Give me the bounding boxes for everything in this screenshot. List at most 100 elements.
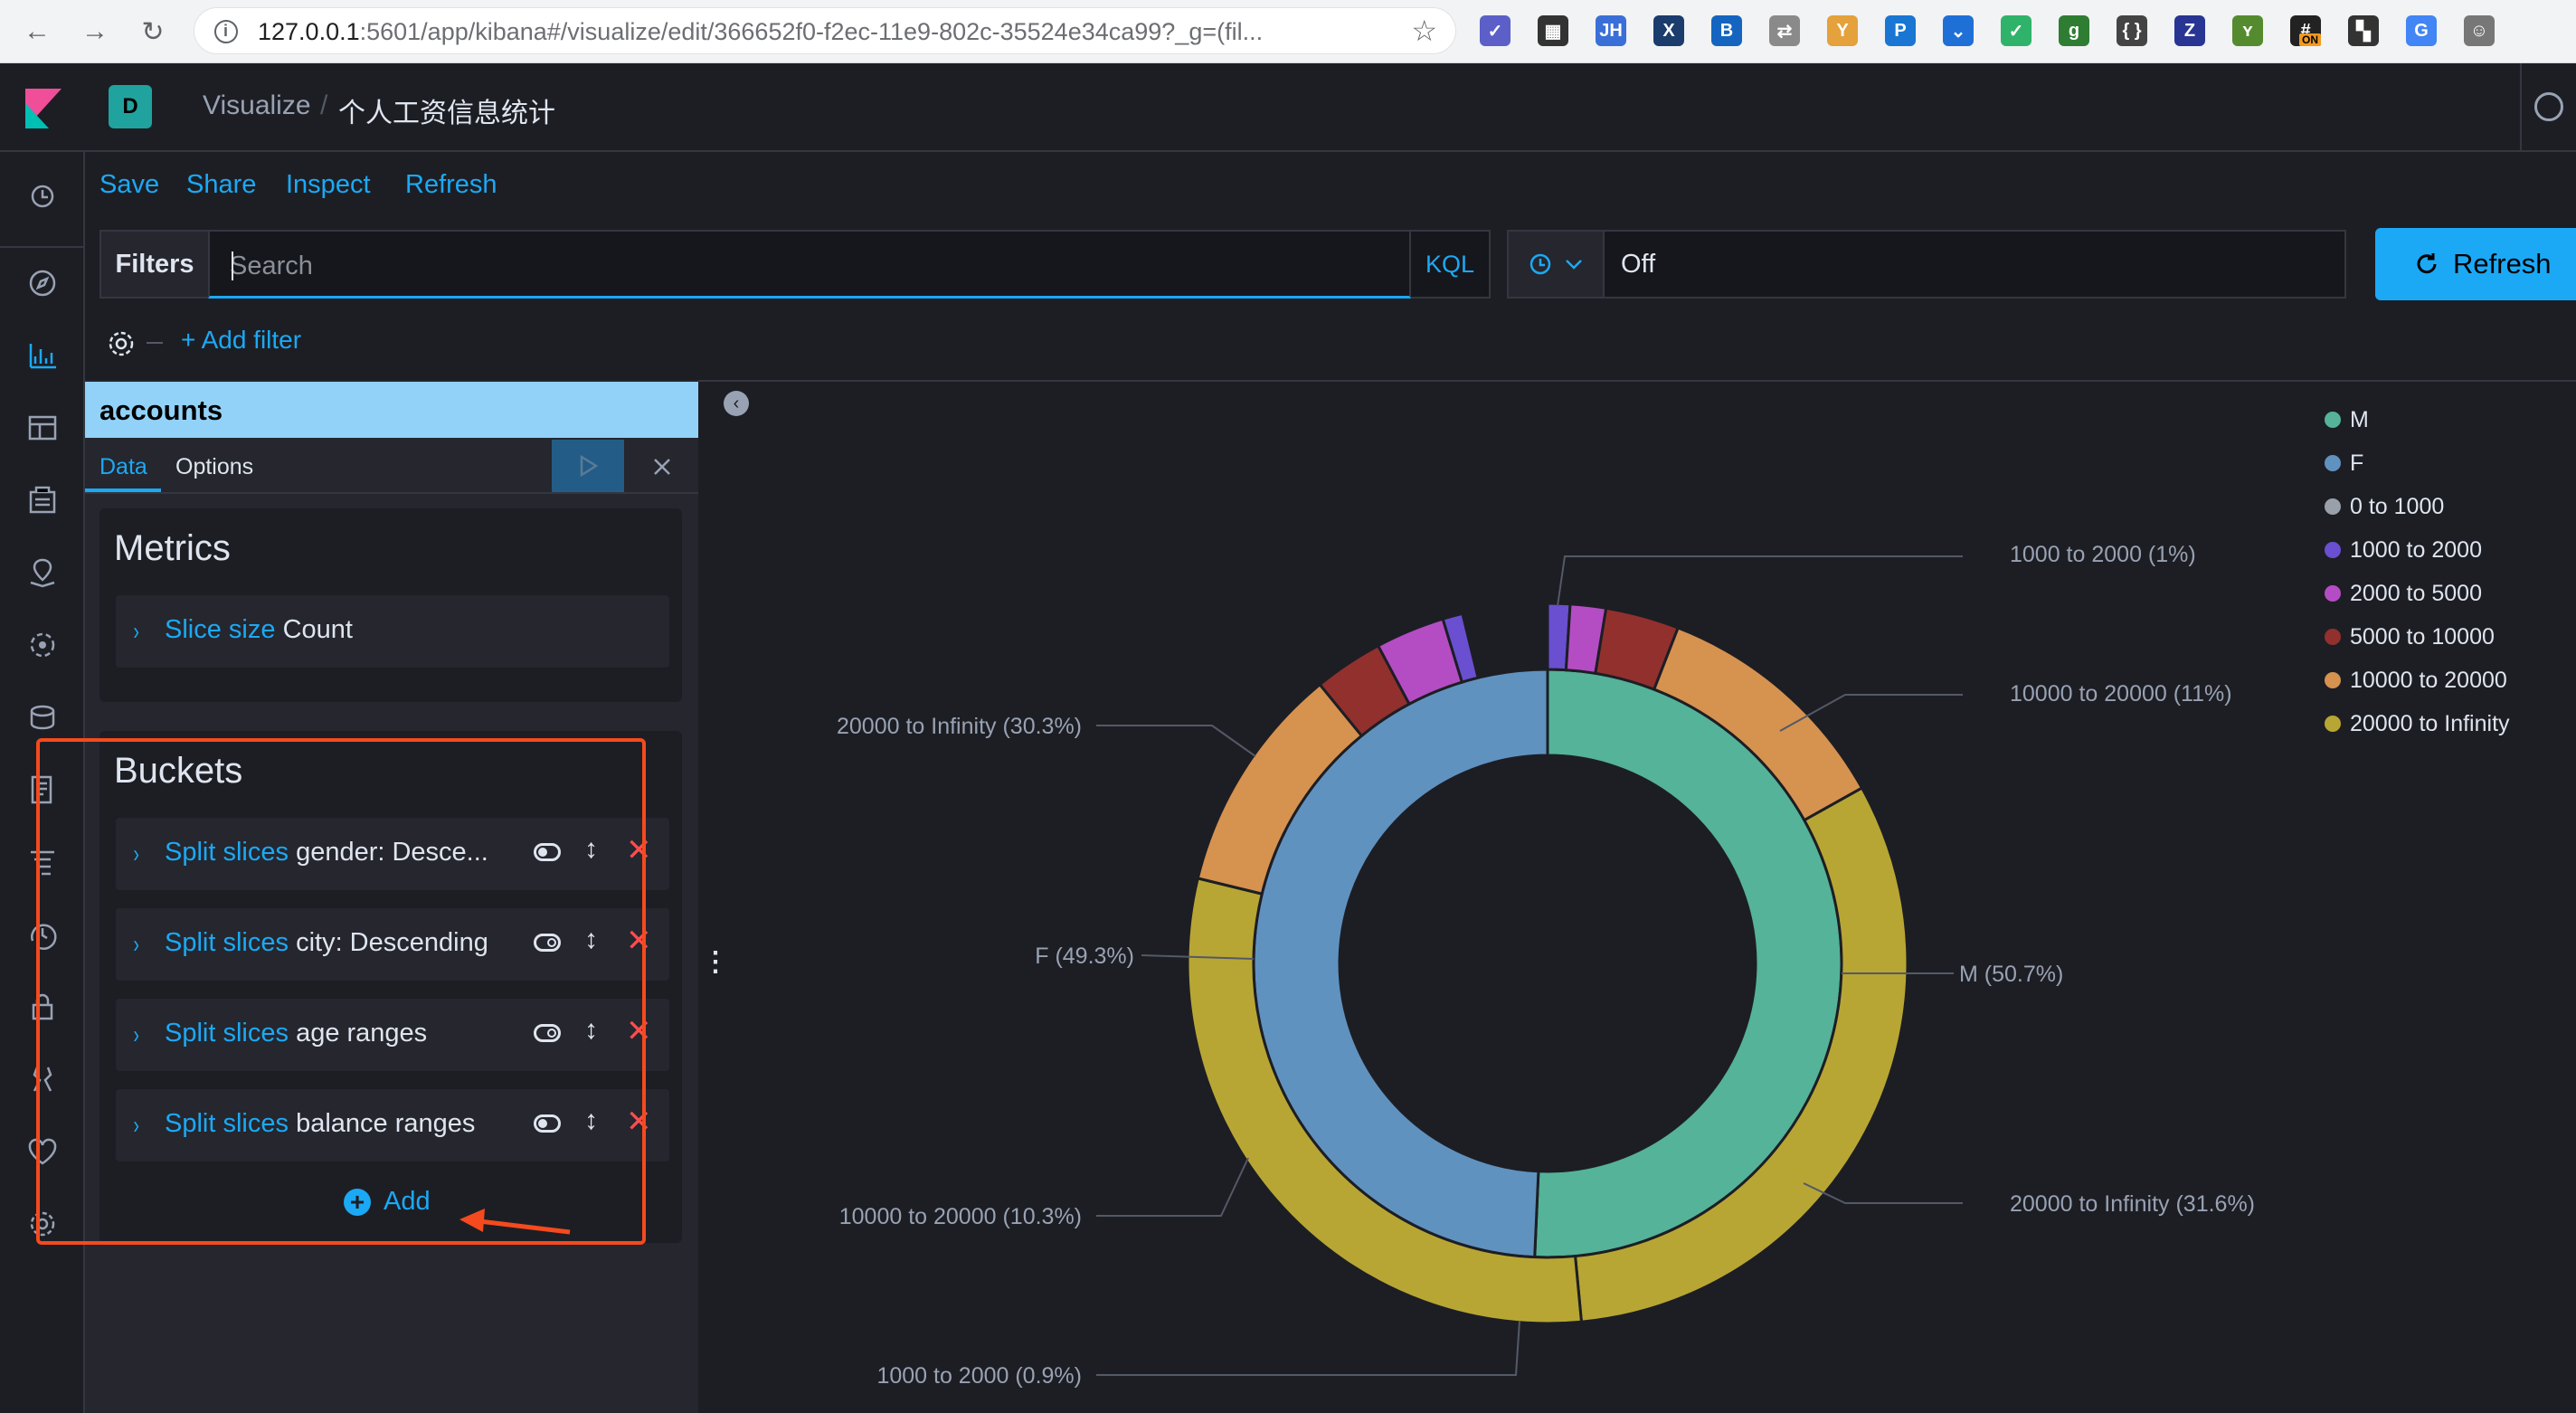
ext-avatar-icon[interactable]: ☺ — [2464, 15, 2495, 46]
collapse-sidebar-icon[interactable]: ‹ — [724, 391, 749, 416]
ext-leaf-icon[interactable]: ʏ — [2232, 15, 2263, 46]
ext-p-icon[interactable]: P — [1885, 15, 1916, 46]
apply-changes-button[interactable] — [552, 440, 624, 492]
bucket-summary[interactable]: Split slices city: Descending — [165, 928, 488, 957]
save-link[interactable]: Save — [99, 170, 160, 199]
chevron-right-icon[interactable]: › — [133, 930, 139, 958]
slice-balance[interactable] — [1652, 626, 1864, 822]
legend-item[interactable]: M — [2325, 398, 2510, 441]
ext-y-icon[interactable]: Y — [1827, 15, 1858, 46]
discard-changes-button[interactable] — [642, 447, 682, 487]
sidebar-resize-handle[interactable]: ⋮ — [702, 947, 729, 977]
add-filter-button[interactable]: + Add filter — [181, 326, 302, 354]
back-icon[interactable]: ← — [24, 16, 51, 46]
legend-item[interactable]: 0 to 1000 — [2325, 485, 2510, 528]
ext-pocket-icon[interactable]: ⌄ — [1943, 15, 1974, 46]
refresh-button[interactable]: Refresh — [2375, 228, 2576, 300]
forward-icon[interactable]: → — [81, 16, 109, 46]
discover-compass-icon[interactable] — [25, 266, 60, 300]
ext-x-icon[interactable]: X — [1653, 15, 1684, 46]
slice-balance[interactable] — [1594, 606, 1681, 692]
tab-options[interactable]: Options — [175, 454, 254, 479]
legend-item[interactable]: 1000 to 2000 — [2325, 528, 2510, 572]
monitoring-heart-icon[interactable] — [25, 1134, 60, 1169]
inspect-link[interactable]: Inspect — [286, 170, 371, 199]
visualize-chart-icon[interactable] — [25, 338, 60, 373]
space-avatar[interactable]: D — [109, 85, 152, 128]
apm-icon[interactable] — [25, 845, 60, 879]
ml-icon[interactable] — [25, 628, 60, 662]
reload-icon[interactable]: ↻ — [141, 16, 165, 47]
ext-hash-on-icon[interactable]: # ON — [2290, 15, 2321, 46]
slice-balance[interactable] — [1376, 617, 1464, 706]
metric-row[interactable]: › Slice size Count — [116, 595, 669, 668]
bucket-row[interactable]: › Split slices gender: Desce... ↕ ✕ — [116, 818, 669, 890]
ext-z-icon[interactable]: Z — [2174, 15, 2205, 46]
search-field[interactable] — [208, 230, 1411, 299]
recent-clock-icon[interactable] — [25, 179, 60, 213]
infrastructure-icon[interactable] — [25, 700, 60, 735]
ext-qr-icon[interactable]: ▦ — [1538, 15, 1568, 46]
canvas-icon[interactable] — [25, 483, 60, 517]
bucket-summary[interactable]: Split slices age ranges — [165, 1019, 428, 1048]
ext-check-icon[interactable]: ✓ — [1480, 15, 1511, 46]
legend-item[interactable]: 20000 to Infinity — [2325, 702, 2510, 745]
search-input[interactable] — [228, 248, 1313, 284]
slice-balance[interactable] — [1441, 612, 1480, 684]
toggle-enabled-icon[interactable] — [534, 843, 561, 861]
ext-google-icon[interactable]: G — [2406, 15, 2437, 46]
ext-binoculars-icon[interactable]: ▚ — [2348, 15, 2379, 46]
bucket-summary[interactable]: Split slices gender: Desce... — [165, 838, 488, 867]
chevron-right-icon[interactable]: › — [133, 1111, 139, 1139]
add-bucket-button[interactable]: + Add — [344, 1187, 431, 1217]
remove-bucket-icon[interactable]: ✕ — [626, 833, 652, 868]
legend-item[interactable]: 10000 to 20000 — [2325, 659, 2510, 702]
quick-menu-button[interactable] — [1509, 232, 1605, 297]
slice-balance[interactable] — [1546, 602, 1572, 672]
slice-gender[interactable] — [1533, 668, 1843, 1259]
address-bar[interactable]: 127.0.0.1:5601/app/kibana#/visualize/edi… — [194, 7, 1456, 54]
dashboard-icon[interactable] — [25, 411, 60, 445]
ext-v-icon[interactable]: ✓ — [2001, 15, 2031, 46]
ext-b-icon[interactable]: B — [1711, 15, 1742, 46]
help-icon[interactable] — [2534, 92, 2563, 121]
site-info-icon[interactable] — [214, 20, 238, 43]
remove-bucket-icon[interactable]: ✕ — [626, 1014, 652, 1048]
uptime-icon[interactable] — [25, 917, 60, 952]
slice-balance[interactable] — [1564, 602, 1608, 676]
slice-gender[interactable] — [1252, 668, 1549, 1259]
slice-balance[interactable] — [1573, 786, 1909, 1323]
bookmark-star-icon[interactable]: ☆ — [1411, 14, 1437, 47]
breadcrumb-visualize[interactable]: Visualize — [203, 90, 311, 120]
bucket-row[interactable]: › Split slices age ranges ↕ ✕ — [116, 999, 669, 1071]
refresh-link[interactable]: Refresh — [405, 170, 497, 199]
toggle-enabled-icon[interactable] — [534, 1114, 561, 1133]
tab-data[interactable]: Data — [99, 454, 147, 479]
filter-settings-gear-icon[interactable] — [105, 327, 137, 360]
remove-bucket-icon[interactable]: ✕ — [626, 1105, 652, 1139]
metric-summary[interactable]: Slice size Count — [165, 615, 353, 644]
bucket-summary[interactable]: Split slices balance ranges — [165, 1109, 476, 1138]
bucket-row[interactable]: › Split slices city: Descending ↕ ✕ — [116, 908, 669, 981]
kql-language-button[interactable]: KQL — [1411, 230, 1491, 299]
ext-translate-icon[interactable]: ⇄ — [1769, 15, 1800, 46]
chevron-right-icon[interactable]: › — [133, 839, 139, 868]
chevron-right-icon[interactable]: › — [133, 1020, 139, 1048]
share-link[interactable]: Share — [186, 170, 257, 199]
ext-g-icon[interactable]: g — [2059, 15, 2089, 46]
url-text[interactable]: 127.0.0.1:5601/app/kibana#/visualize/edi… — [258, 18, 1264, 45]
toggle-enabled-icon[interactable] — [534, 1024, 561, 1042]
slice-balance[interactable] — [1186, 877, 1584, 1325]
legend-item[interactable]: 5000 to 10000 — [2325, 615, 2510, 659]
slice-balance[interactable] — [1196, 682, 1364, 896]
legend-item[interactable]: 2000 to 5000 — [2325, 572, 2510, 615]
toggle-enabled-icon[interactable] — [534, 934, 561, 952]
chevron-right-icon[interactable]: › — [133, 617, 139, 645]
refresh-interval-picker[interactable]: Off — [1507, 230, 2346, 299]
maps-icon[interactable] — [25, 555, 60, 590]
ext-code-icon[interactable]: { } — [2117, 15, 2147, 46]
legend-item[interactable]: F — [2325, 441, 2510, 485]
kibana-logo[interactable] — [25, 89, 62, 128]
filters-label[interactable]: Filters — [99, 230, 208, 299]
drag-handle-icon[interactable]: ↕ — [584, 925, 598, 954]
